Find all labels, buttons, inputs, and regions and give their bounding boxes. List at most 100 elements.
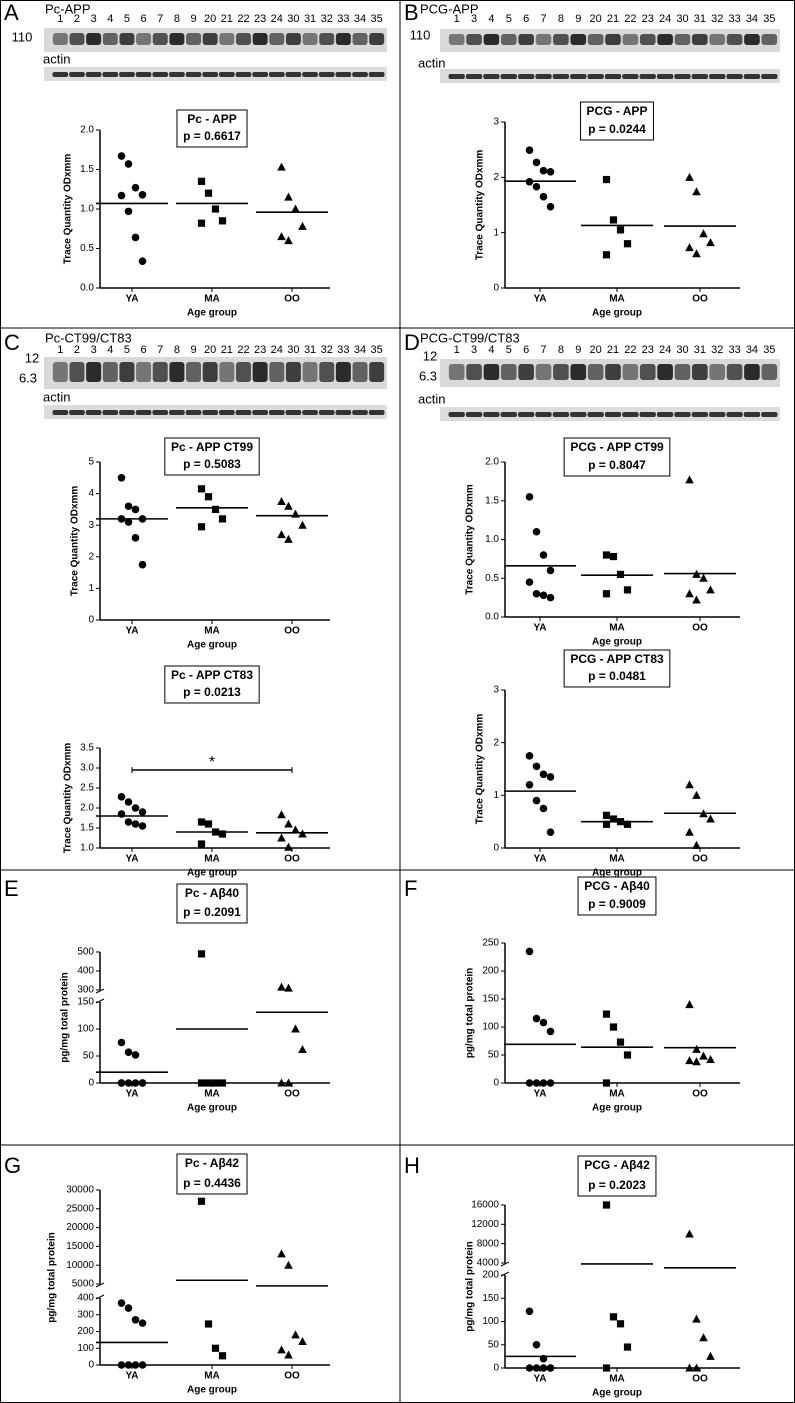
x-tick-label: MA xyxy=(204,854,220,865)
blot-band xyxy=(319,33,335,45)
lane-number: 6 xyxy=(523,344,529,356)
lane-number: 32 xyxy=(321,344,333,356)
y-axis-label: Trace Quantity ODxmm xyxy=(475,150,486,261)
blot-band xyxy=(235,33,251,45)
data-point xyxy=(131,1361,140,1369)
chart-title: PCG - APP xyxy=(587,104,648,118)
data-point xyxy=(284,842,293,851)
x-axis-label: Age group xyxy=(187,640,237,651)
x-tick-label: MA xyxy=(609,294,625,305)
x-tick-label: YA xyxy=(126,1371,139,1382)
y-axis-label: Trace Quantity ODxmm xyxy=(63,154,74,265)
y-tick-label: 2.5 xyxy=(80,783,94,794)
data-point xyxy=(692,790,701,799)
data-point xyxy=(602,811,611,819)
actin-band xyxy=(285,410,302,415)
data-point xyxy=(298,520,307,529)
x-axis-label: Age group xyxy=(592,308,642,319)
data-point xyxy=(197,1197,206,1205)
lane-number: 35 xyxy=(763,13,775,25)
actin-band xyxy=(552,412,570,417)
blot-band xyxy=(692,34,708,45)
lane-number: 33 xyxy=(728,344,740,356)
data-point xyxy=(525,947,534,956)
data-point xyxy=(124,160,133,168)
y-tick-label: 3 xyxy=(88,520,94,531)
control-label: actin xyxy=(43,389,70,404)
lane-number: 31 xyxy=(694,344,706,356)
data-point xyxy=(546,773,555,781)
actin-band xyxy=(604,74,622,79)
data-point xyxy=(117,1038,126,1047)
lane-number: 3 xyxy=(91,344,97,356)
y-tick-label: 50 xyxy=(488,1339,500,1350)
blot-band xyxy=(657,34,673,45)
title-box xyxy=(577,1155,657,1197)
actin-band xyxy=(102,72,119,77)
data-point xyxy=(284,501,293,510)
data-point xyxy=(699,1333,708,1342)
data-point xyxy=(117,474,126,482)
y-tick-label: 0.5 xyxy=(80,243,94,254)
actin-band xyxy=(235,72,252,77)
lane-number: 34 xyxy=(354,344,366,356)
data-point xyxy=(277,833,286,842)
data-point xyxy=(117,1079,126,1087)
blot-band xyxy=(605,364,621,380)
data-point xyxy=(602,551,611,559)
blot-band xyxy=(535,364,552,380)
y-axis-label: pg/mg total protein xyxy=(60,972,71,1063)
blot-band xyxy=(587,364,604,380)
blot-band xyxy=(186,33,202,45)
actin-band xyxy=(318,410,335,415)
y-tick-label: 300 xyxy=(77,1309,94,1320)
data-point xyxy=(138,1361,147,1369)
blot-band xyxy=(335,362,351,382)
data-point xyxy=(706,814,715,823)
lane-number: 35 xyxy=(371,13,383,25)
data-point xyxy=(124,1079,133,1087)
blot-band xyxy=(622,34,639,45)
data-point xyxy=(291,509,300,518)
y-tick-label: 0 xyxy=(493,1363,499,1374)
lane-number: 30 xyxy=(676,344,688,356)
lane-number: 21 xyxy=(221,344,233,356)
y-tick-label: 500 xyxy=(77,947,94,958)
blot-band xyxy=(102,362,118,382)
chart-subtitle: p = 0.2091 xyxy=(183,905,241,919)
y-tick-label: 1.5 xyxy=(80,823,94,834)
data-point xyxy=(539,1079,548,1087)
data-point xyxy=(546,828,555,836)
data-point xyxy=(197,1079,206,1087)
blot-band xyxy=(219,33,235,45)
data-point xyxy=(685,1000,694,1009)
data-point xyxy=(692,569,701,578)
actin-band xyxy=(570,74,587,79)
chart-subtitle: p = 0.0213 xyxy=(183,685,241,699)
lane-number: 33 xyxy=(337,13,349,25)
actin-band xyxy=(743,412,761,417)
lane-number: 5 xyxy=(124,13,130,25)
chart-title: Pc - Aβ40 xyxy=(185,886,240,900)
lane-number: 20 xyxy=(590,13,602,25)
data-point xyxy=(539,166,548,175)
y-tick-label: 50 xyxy=(488,1050,500,1061)
blot-band xyxy=(352,33,368,45)
data-point xyxy=(525,578,534,586)
blot-band xyxy=(448,364,465,380)
lane-number: 9 xyxy=(575,13,581,25)
blot-band xyxy=(466,364,482,380)
lane-number: 23 xyxy=(642,13,654,25)
data-point xyxy=(124,798,133,806)
data-point xyxy=(131,1315,140,1324)
y-tick-label: 15000 xyxy=(66,1241,94,1252)
lane-number: 2 xyxy=(74,344,80,356)
data-point xyxy=(706,238,715,247)
axis-break xyxy=(95,1282,105,1288)
data-point xyxy=(532,158,541,167)
blot-band xyxy=(352,362,368,382)
actin-band xyxy=(152,410,169,415)
blot-band xyxy=(709,34,726,45)
lane-number: 24 xyxy=(659,344,671,356)
actin-band xyxy=(218,72,235,77)
